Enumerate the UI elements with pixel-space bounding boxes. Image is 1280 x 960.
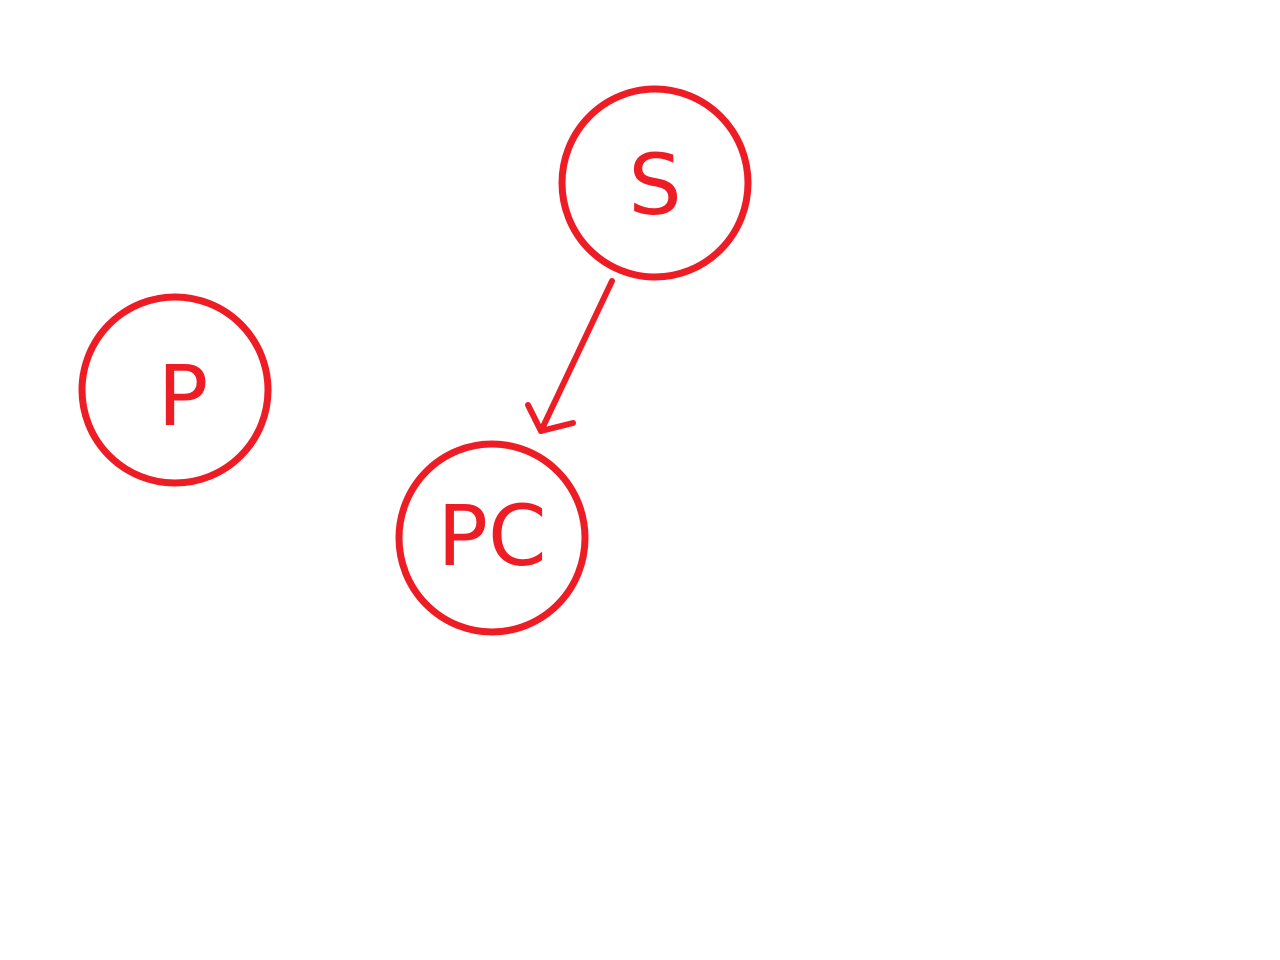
node-p: P — [78, 293, 272, 487]
node-p-label: P — [158, 347, 209, 445]
node-pc-circle — [395, 440, 589, 636]
node-p-circle — [78, 293, 272, 487]
edge-s-to-pc-arrowhead — [525, 402, 576, 434]
node-pc-label: PC — [437, 487, 546, 585]
node-s: S — [558, 85, 752, 281]
node-s-label: S — [628, 136, 681, 234]
node-pc: PC — [395, 440, 589, 636]
edge-s-to-pc — [525, 278, 615, 434]
edge-s-to-pc-line — [538, 278, 615, 434]
node-s-circle — [558, 85, 752, 281]
